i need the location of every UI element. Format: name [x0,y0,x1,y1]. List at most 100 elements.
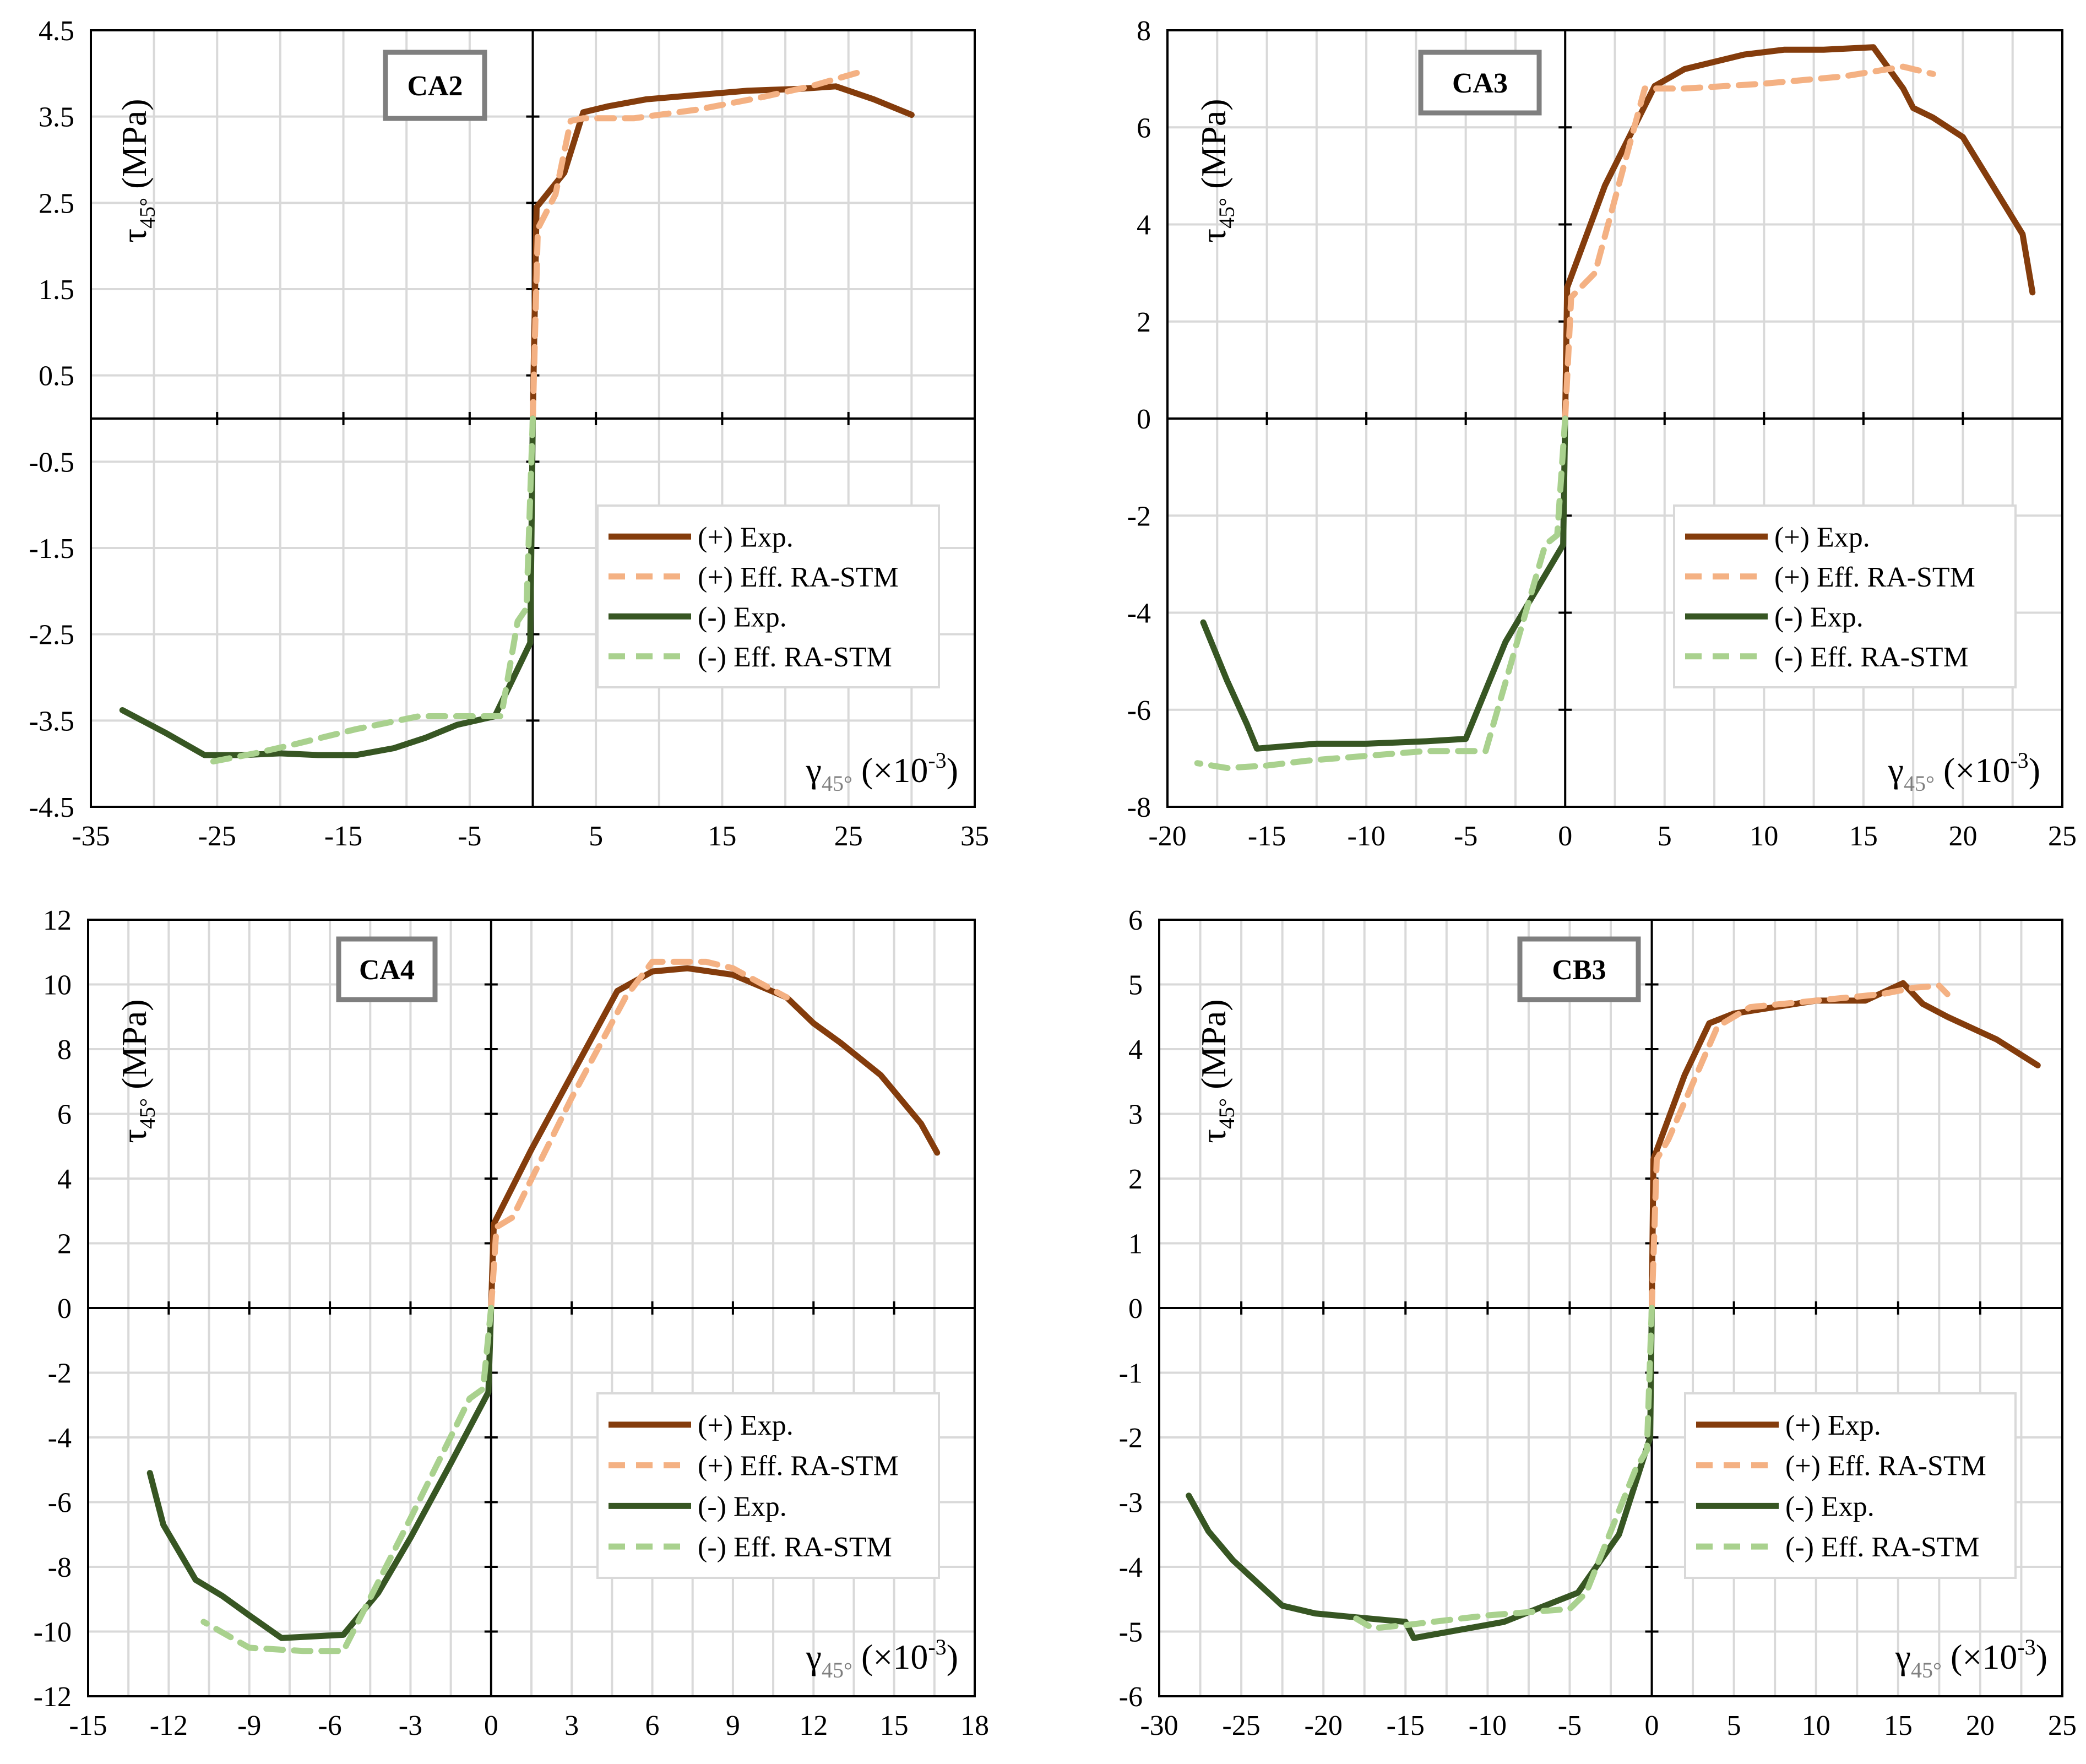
y-tick-label: 4 [1128,1034,1143,1066]
y-tick-label: 6 [1128,905,1143,936]
x-tick-label: -10 [1347,821,1385,852]
y-tick-label: -10 [34,1617,72,1648]
y-tick-label: -6 [48,1488,72,1519]
specimen-title: CA3 [1452,68,1508,99]
y-tick-label: 8 [57,1034,72,1066]
legend-label: (-) Exp. [1785,1491,1875,1522]
x-tick-label: 9 [726,1710,740,1741]
x-tick-label: 20 [1966,1710,1995,1741]
x-tick-label: 18 [960,1710,989,1741]
y-tick-label: -2 [1127,501,1151,532]
x-axis-label: γ45° (×10-3) [1888,748,2040,796]
series-line-pos-eff-ra-stm [488,958,790,1311]
x-tick-label: 10 [1750,821,1778,852]
x-tick-label: 0 [1558,821,1572,852]
x-tick-label: 6 [645,1710,660,1741]
y-tick-label: 3.5 [39,102,74,133]
legend-label: (-) Exp. [698,601,787,633]
y-tick-label: -12 [34,1681,72,1713]
y-tick-label: 6 [1137,112,1151,144]
x-tick-label: -25 [1222,1710,1260,1741]
x-tick-label: -5 [1454,821,1477,852]
y-axis-label: τ45° (MPa) [115,999,160,1143]
y-tick-label: -8 [48,1552,72,1583]
x-tick-label: 25 [2048,1710,2077,1741]
x-tick-label: 5 [1658,821,1672,852]
x-tick-label: 15 [880,1710,909,1741]
y-tick-label: -1.5 [29,533,74,565]
specimen-title: CA2 [407,70,463,102]
y-axis-label: τ45° (MPa) [1194,999,1239,1143]
y-tick-label: -8 [1127,792,1151,823]
y-axis-label: τ45° (MPa) [1194,99,1239,242]
y-tick-label: -4 [1119,1552,1143,1583]
x-tick-label: 5 [1727,1710,1741,1741]
y-tick-label: -5 [1119,1617,1143,1648]
x-tick-label: -10 [1469,1710,1507,1741]
x-tick-label: -5 [458,821,481,852]
series-line-neg-exp [1186,1305,1655,1641]
y-tick-label: 4.5 [39,15,74,47]
x-tick-label: -15 [1248,821,1286,852]
y-tick-label: -3.5 [29,705,74,737]
legend-label: (+) Eff. RA-STM [698,1451,899,1482]
y-tick-label: 1 [1128,1229,1143,1260]
x-axis-label: γ45° (×10-3) [806,748,958,796]
legend-label: (-) Exp. [698,1491,787,1522]
y-tick-label: -6 [1119,1681,1143,1713]
y-tick-label: 2 [1128,1164,1143,1195]
x-tick-label: -12 [150,1710,188,1741]
legend-label: (+) Exp. [698,522,794,553]
y-tick-label: 10 [43,970,72,1001]
series-line-neg-exp [146,1305,495,1641]
y-tick-label: 0.5 [39,361,74,392]
x-tick-label: 35 [960,821,989,852]
x-axis-label: γ45° (×10-3) [806,1635,958,1682]
y-tick-label: 4 [1137,210,1151,241]
y-tick-label: 4 [57,1164,72,1195]
specimen-tag [1517,936,1641,1002]
y-tick-label: 0 [1137,404,1151,435]
y-axis-label: τ45° (MPa) [115,99,160,242]
specimen-tag [336,936,438,1002]
series-line-pos-eff-ra-stm [530,68,865,422]
series-line-neg-eff-ra-stm [200,1305,495,1654]
x-tick-label: 15 [708,821,736,852]
series-line-pos-exp [488,965,941,1311]
x-tick-label: 10 [1802,1710,1830,1741]
x-tick-label: -20 [1148,821,1186,852]
legend-label: (-) Eff. RA-STM [698,642,892,673]
y-tick-label: -2 [1119,1423,1143,1454]
specimen-title: CB3 [1552,954,1606,986]
x-tick-label: 25 [2048,821,2077,852]
x-tick-label: -15 [69,1710,107,1741]
x-tick-label: -9 [237,1710,261,1741]
y-tick-label: 8 [1137,15,1151,47]
x-tick-label: -35 [72,821,110,852]
y-tick-label: -3 [1119,1488,1143,1519]
x-tick-label: -15 [324,821,362,852]
series-line-neg-exp [1200,415,1568,752]
legend-label: (-) Exp. [1774,601,1864,633]
x-tick-label: -6 [318,1710,341,1741]
x-tick-label: 3 [564,1710,579,1741]
x-tick-label: 20 [1948,821,1977,852]
legend-label: (+) Exp. [698,1410,794,1441]
x-tick-label: -20 [1305,1710,1343,1741]
y-tick-label: -1 [1119,1358,1143,1390]
series-line-neg-exp [119,415,536,758]
legend-label: (-) Eff. RA-STM [1785,1532,1980,1563]
x-tick-label: -30 [1140,1710,1178,1741]
series-line-neg-eff-ra-stm [1353,1305,1655,1632]
specimen-tag [383,50,487,121]
x-tick-label: 12 [799,1710,828,1741]
y-tick-label: 0 [57,1293,72,1325]
series-line-pos-exp [1562,44,2036,422]
x-tick-label: 15 [1849,821,1878,852]
y-tick-label: 12 [43,905,72,936]
x-tick-label: -15 [1387,1710,1425,1741]
specimen-title: CA4 [359,954,415,986]
y-tick-label: 5 [1128,970,1143,1001]
series-line-pos-eff-ra-stm [1649,983,1951,1311]
